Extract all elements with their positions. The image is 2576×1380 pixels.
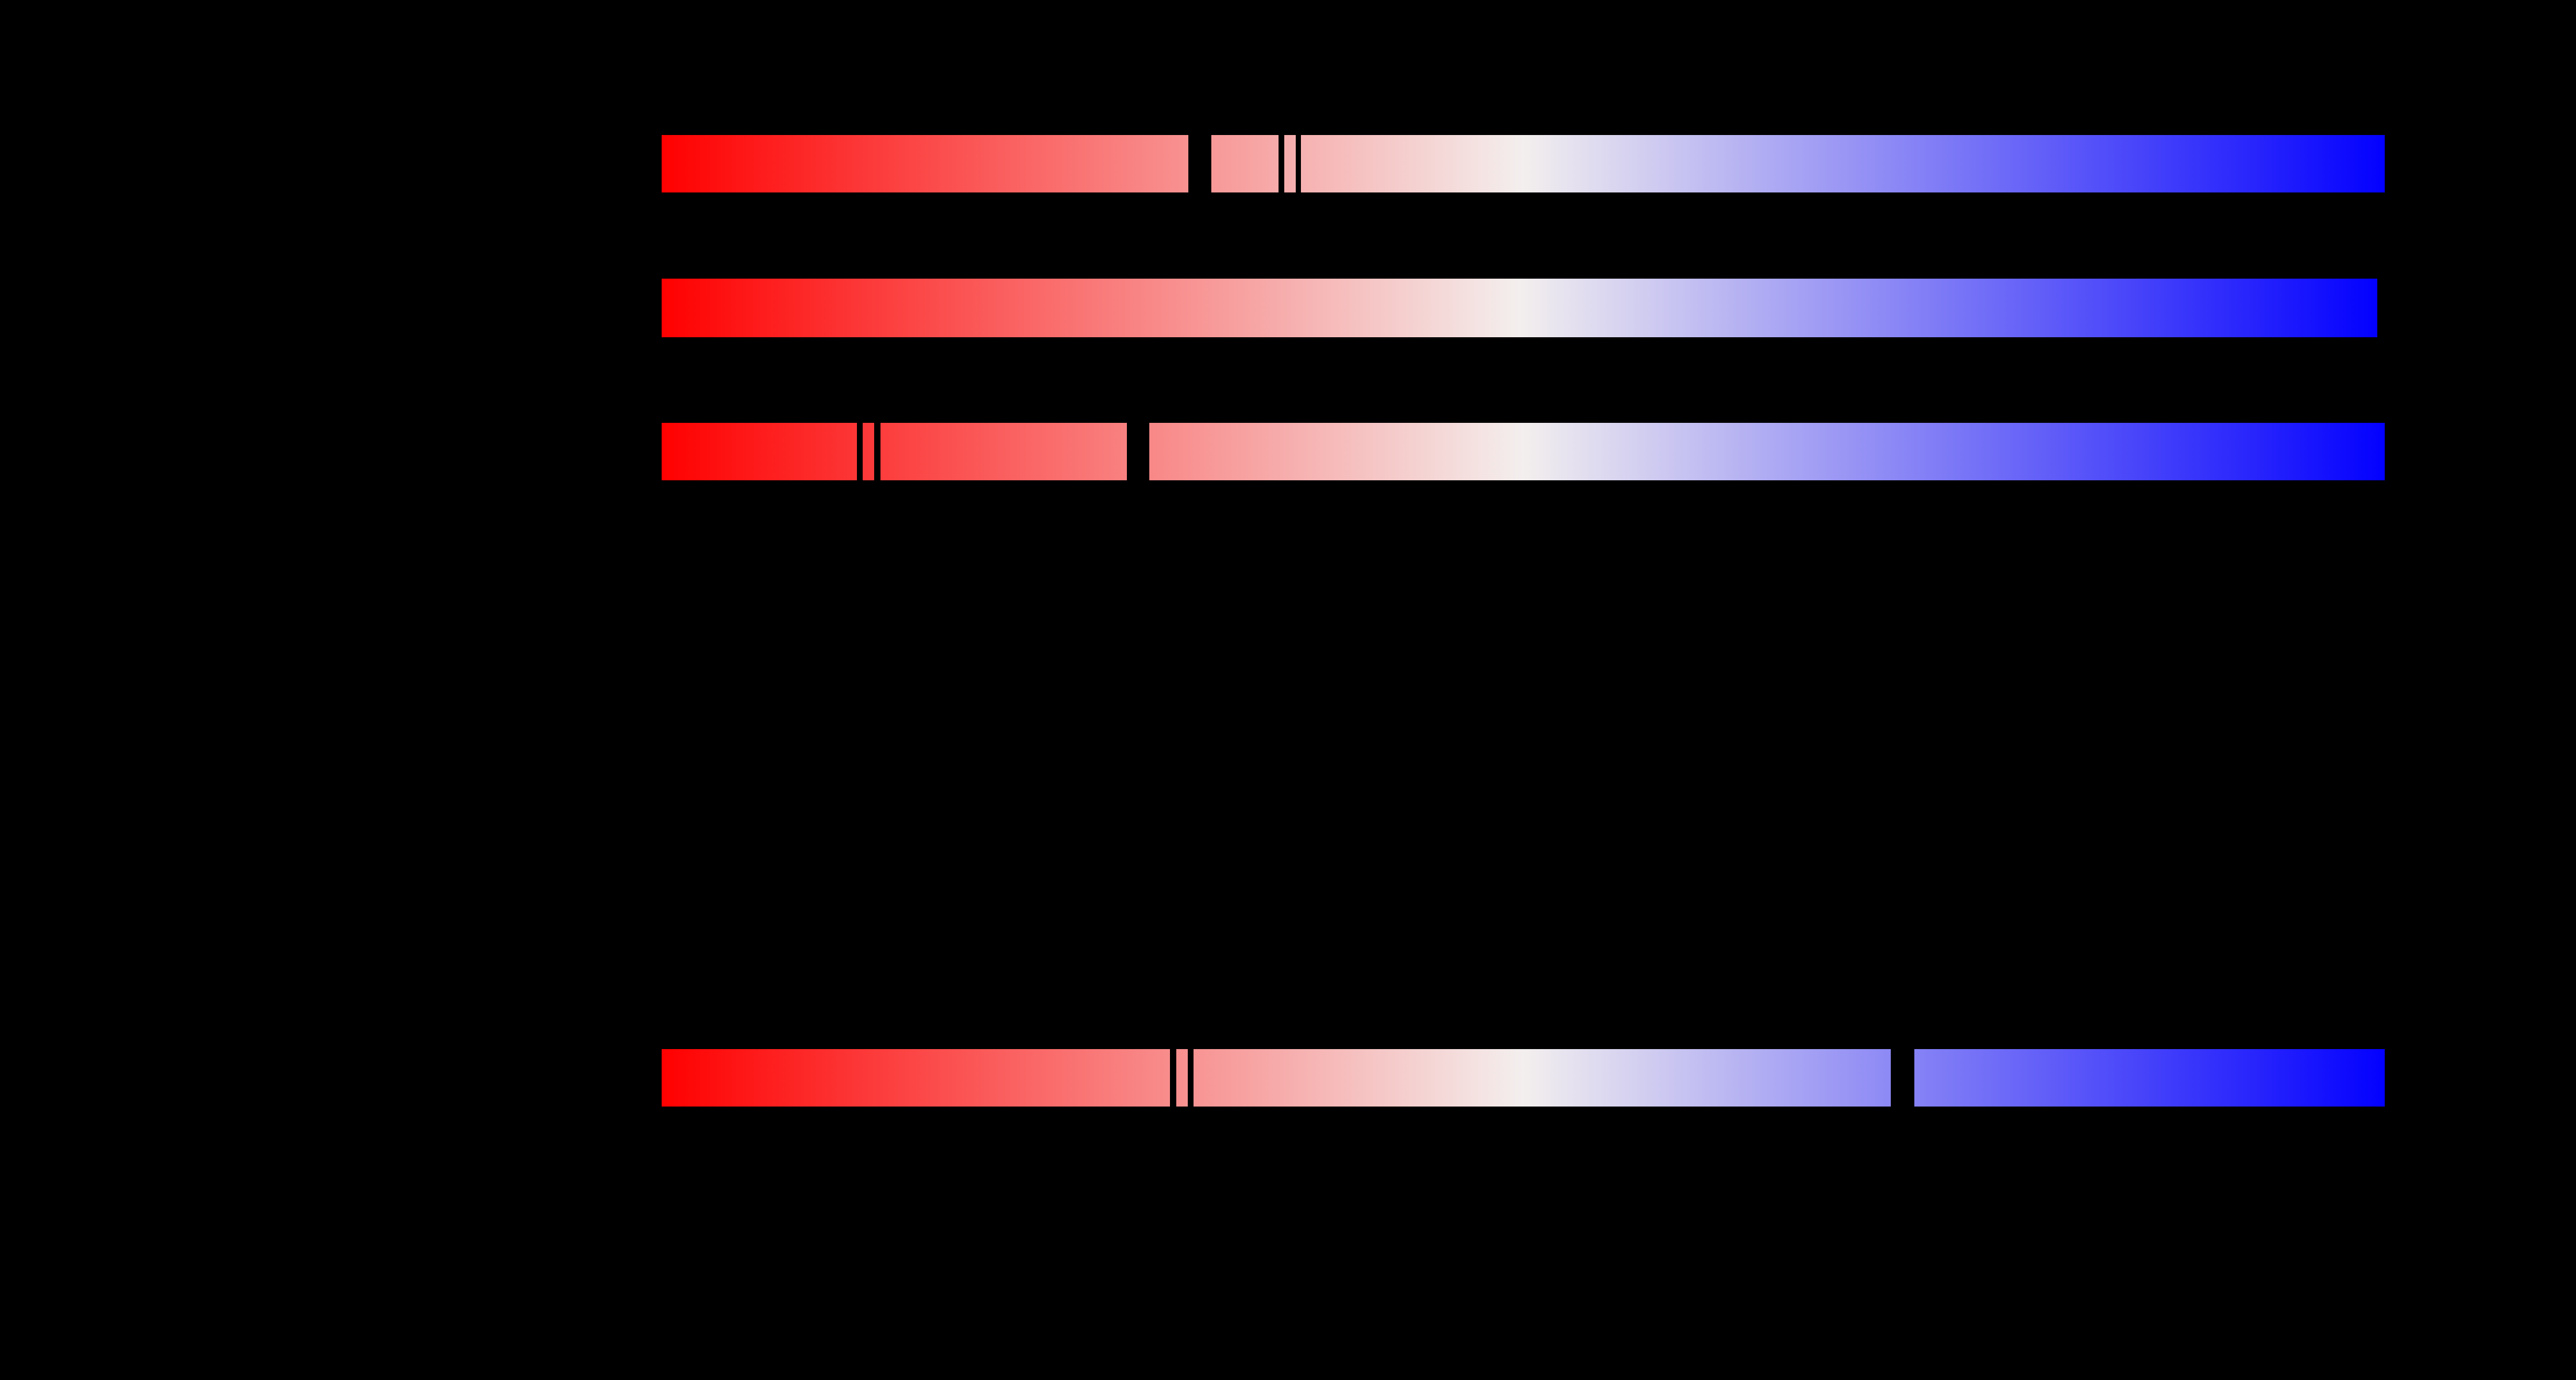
break-notch: [1188, 134, 1211, 193]
break-tick: [1296, 134, 1301, 193]
strip-3-gradient-bar: [662, 422, 2385, 481]
break-tick: [1279, 134, 1284, 193]
break-tick: [1188, 1049, 1194, 1107]
strip-1-gradient-bar: [662, 134, 2385, 193]
break-tick: [1170, 1049, 1176, 1107]
break-notch: [1891, 1049, 1914, 1107]
strip-2-gradient-bar: [662, 279, 2377, 337]
break-notch: [1127, 422, 1149, 481]
break-tick: [857, 422, 863, 481]
strip-4-gradient-bar: [662, 1049, 2385, 1107]
break-tick: [874, 422, 880, 481]
